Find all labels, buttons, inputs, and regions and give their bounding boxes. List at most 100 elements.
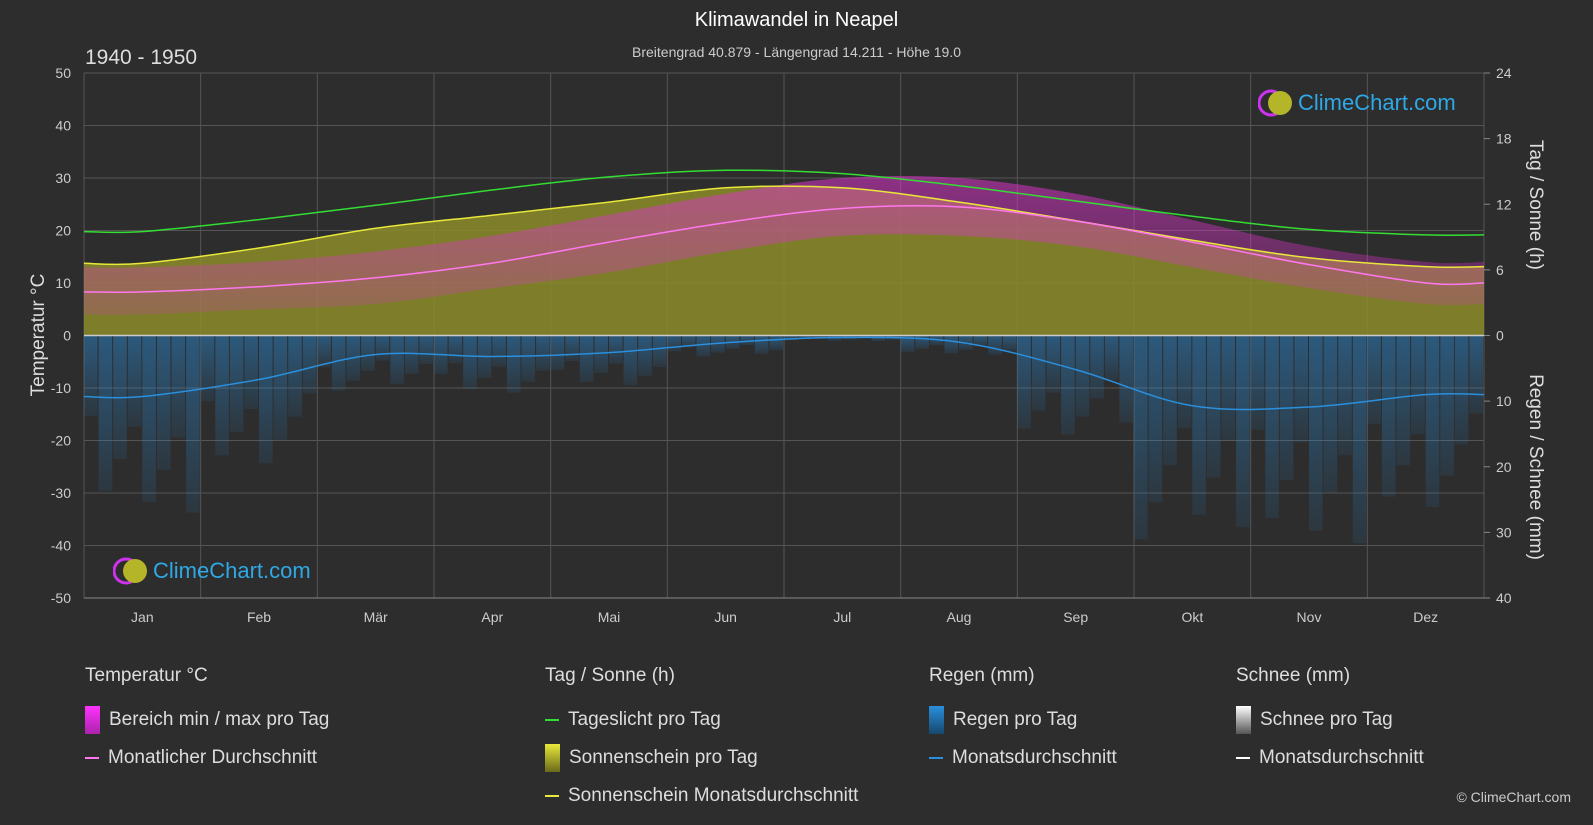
y-right-top-tick-label: 18 xyxy=(1496,131,1512,147)
y-left-tick-label: 40 xyxy=(55,118,71,134)
temp-range-swatch xyxy=(85,706,100,734)
rain-bar xyxy=(463,335,477,390)
rain-bar xyxy=(609,335,623,364)
x-tick-label: Jun xyxy=(714,609,737,625)
rain-bar xyxy=(171,335,186,438)
rain-bar xyxy=(550,335,565,370)
rain-bar xyxy=(915,335,929,349)
copyright: © ClimeChart.com xyxy=(1456,789,1571,805)
legend-rain-title: Regen (mm) xyxy=(929,665,1035,686)
period-label: 1940 - 1950 xyxy=(85,46,198,69)
y-left-tick-label: -40 xyxy=(51,538,71,554)
snow-swatch xyxy=(1236,706,1251,734)
rain-bar xyxy=(900,335,915,353)
rain-bar xyxy=(769,335,783,351)
brand-name: ClimeChart.com xyxy=(153,558,311,583)
rain-bar xyxy=(988,335,1002,355)
legend-snow-title: Schnee (mm) xyxy=(1236,665,1351,686)
y-right-top-tick-label: 24 xyxy=(1496,65,1512,81)
rain-bar xyxy=(156,335,171,470)
y-right-top-tick-label: 0 xyxy=(1496,328,1504,344)
rain-bar xyxy=(681,335,696,348)
rain-bar xyxy=(317,335,331,368)
brand-logo-top[interactable]: ClimeChart.com xyxy=(1257,88,1456,118)
rain-bar xyxy=(521,335,536,382)
daylight-line xyxy=(83,169,1485,237)
y-right-bottom-tick-label: 10 xyxy=(1496,393,1512,409)
rain-bar xyxy=(1002,335,1017,352)
y-left-axis-label: Temperatur °C xyxy=(28,274,49,397)
chart-subtitle: Breitengrad 40.879 - Längengrad 14.211 -… xyxy=(632,44,961,60)
rain-bar xyxy=(127,335,142,427)
y-right-bottom-tick-label: 20 xyxy=(1496,459,1512,475)
rain-bar xyxy=(1440,335,1454,476)
x-tick-label: Apr xyxy=(481,609,503,625)
brand-logo-bottom[interactable]: ClimeChart.com xyxy=(112,556,311,586)
brand-name: ClimeChart.com xyxy=(1298,90,1456,115)
rain-bar xyxy=(84,335,98,417)
rain-bar xyxy=(302,335,317,394)
x-tick-label: Jul xyxy=(833,609,851,625)
x-tick-label: Mär xyxy=(364,609,388,625)
rain-bar xyxy=(200,335,215,402)
temperature-range-band xyxy=(84,176,1484,315)
rain-bar xyxy=(390,335,404,385)
legend-item: Monatsdurchschnitt xyxy=(1236,739,1424,777)
rain-bar xyxy=(1206,335,1221,478)
rain-bar xyxy=(244,335,258,409)
legend-temperature: Temperatur °C Bereich min / max pro Tag … xyxy=(85,665,329,777)
rain-bar xyxy=(288,335,302,417)
y-left-tick-label: -50 xyxy=(51,590,71,606)
y-right-bottom-tick-label: 30 xyxy=(1496,524,1512,540)
rain-bar xyxy=(944,335,958,354)
y-left-tick-label: 50 xyxy=(55,65,71,81)
rain-bar xyxy=(652,335,667,367)
rain-bar xyxy=(492,335,506,367)
climechart-logo-icon xyxy=(112,556,147,586)
x-tick-label: Aug xyxy=(947,609,972,625)
rain-bar xyxy=(565,335,579,361)
rain-bar xyxy=(623,335,638,385)
rain-bar xyxy=(142,335,156,502)
y-right-top-tick-label: 6 xyxy=(1496,262,1504,278)
legend-sun-title: Tag / Sonne (h) xyxy=(545,665,675,686)
rain-bar xyxy=(973,335,988,347)
y-left-tick-label: -30 xyxy=(51,485,71,501)
y-right-top-tick-label: 12 xyxy=(1496,196,1512,212)
rain-bar xyxy=(98,335,113,492)
y-left-tick-label: 10 xyxy=(55,275,71,291)
rain-bar xyxy=(1075,335,1090,417)
x-tick-label: Okt xyxy=(1181,609,1203,625)
rain-bar xyxy=(1192,335,1206,515)
rain-bar xyxy=(331,335,346,391)
rain-bar xyxy=(506,335,521,393)
rain-bar xyxy=(740,335,754,345)
rain-bar xyxy=(1265,335,1279,518)
rain-bar xyxy=(1411,335,1425,435)
x-tick-label: Dez xyxy=(1413,609,1438,625)
rain-bar xyxy=(1367,335,1381,424)
legend-temperature-title: Temperatur °C xyxy=(85,665,208,686)
legend-item: Regen pro Tag xyxy=(929,701,1117,739)
legend-item: Tageslicht pro Tag xyxy=(545,701,858,739)
rain-bar xyxy=(259,335,273,464)
daylight-swatch xyxy=(545,719,559,721)
rain-bar xyxy=(1381,335,1396,497)
rain-bar xyxy=(1425,335,1440,507)
rain-bar xyxy=(361,335,375,371)
rain-bar xyxy=(375,335,390,361)
y-left-tick-label: -20 xyxy=(51,433,71,449)
rain-bar xyxy=(1104,335,1119,381)
legend-item: Monatlicher Durchschnitt xyxy=(85,739,329,777)
legend-rain: Regen (mm) Regen pro Tag Monatsdurchschn… xyxy=(929,665,1117,777)
y-right-top-axis-label: Tag / Sonne (h) xyxy=(1525,140,1546,270)
rain-bar xyxy=(638,335,652,376)
rain-bar xyxy=(1090,335,1104,399)
rain-bar xyxy=(798,335,813,340)
rain-bar xyxy=(404,335,419,374)
rain-bar xyxy=(579,335,594,382)
rain-bar xyxy=(1177,335,1192,429)
legend-item: Sonnenschein Monatsdurchschnitt xyxy=(545,777,858,815)
rain-bar xyxy=(1396,335,1411,466)
y-right-bottom-tick-label: 40 xyxy=(1496,590,1512,606)
